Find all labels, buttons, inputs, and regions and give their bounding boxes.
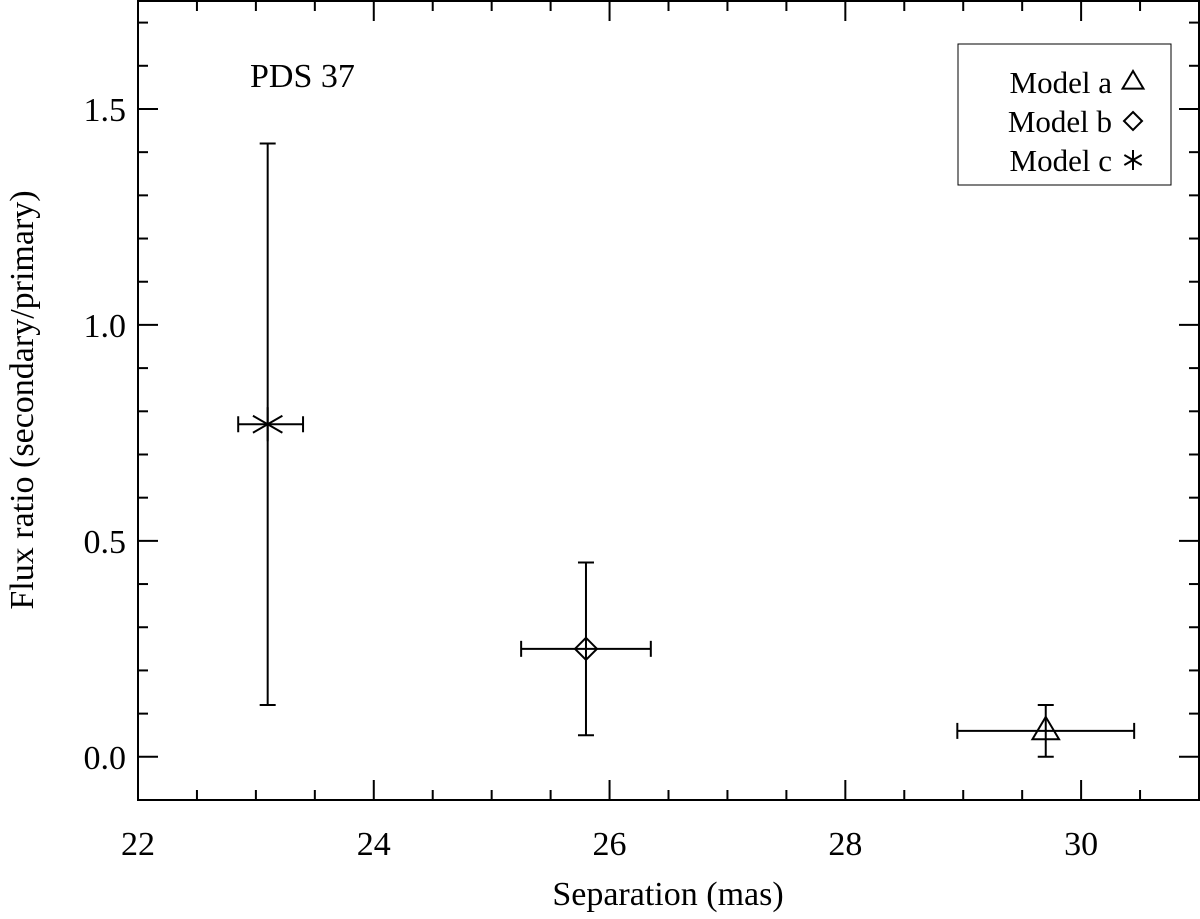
triangle-marker-shape	[1120, 69, 1146, 90]
legend-label: Model c	[1010, 143, 1112, 178]
x-axis-label: Separation (mas)	[552, 876, 783, 913]
y-tick-label: 0.5	[84, 524, 127, 561]
x-tick-labels: 22 24 26 28 30	[121, 826, 1098, 863]
data-point-asterisk	[237, 142, 305, 706]
diamond-marker-shape	[573, 636, 599, 662]
legend-asterisk-icon	[1123, 150, 1143, 170]
x-tick-label: 26	[593, 826, 627, 863]
legend-label: Model b	[1008, 104, 1112, 139]
y-tick-label: 1.0	[84, 308, 127, 345]
legend-label: Model a	[1010, 65, 1113, 100]
triangle-marker	[1030, 714, 1061, 741]
chart-annotation: PDS 37	[250, 58, 355, 95]
y-tick-label: 1.5	[84, 92, 127, 129]
diamond-marker	[573, 636, 599, 662]
legend-diamond-icon	[1122, 110, 1144, 132]
x-tick-label: 28	[828, 826, 862, 863]
data-points	[237, 142, 1136, 758]
diamond-marker-shape	[1122, 110, 1144, 132]
y-axis-label: Flux ratio (secondary/primary)	[4, 190, 41, 609]
x-tick-label: 24	[357, 826, 391, 863]
asterisk-marker-stroke	[1123, 154, 1143, 166]
legend: Model a Model b Model c	[957, 43, 1172, 186]
axis-ticks	[137, 1, 1200, 801]
triangle-marker-shape	[1030, 714, 1061, 741]
x-tick-label: 30	[1064, 826, 1098, 863]
legend-triangle-icon	[1120, 69, 1146, 90]
y-tick-labels: 0.0 0.5 1.0 1.5	[84, 92, 127, 777]
asterisk-marker	[252, 407, 283, 442]
asterisk-marker-stroke	[252, 414, 283, 434]
data-point-triangle	[956, 703, 1136, 758]
x-tick-label: 22	[121, 826, 155, 863]
y-tick-label: 0.0	[84, 740, 127, 777]
data-point-diamond	[520, 561, 652, 737]
